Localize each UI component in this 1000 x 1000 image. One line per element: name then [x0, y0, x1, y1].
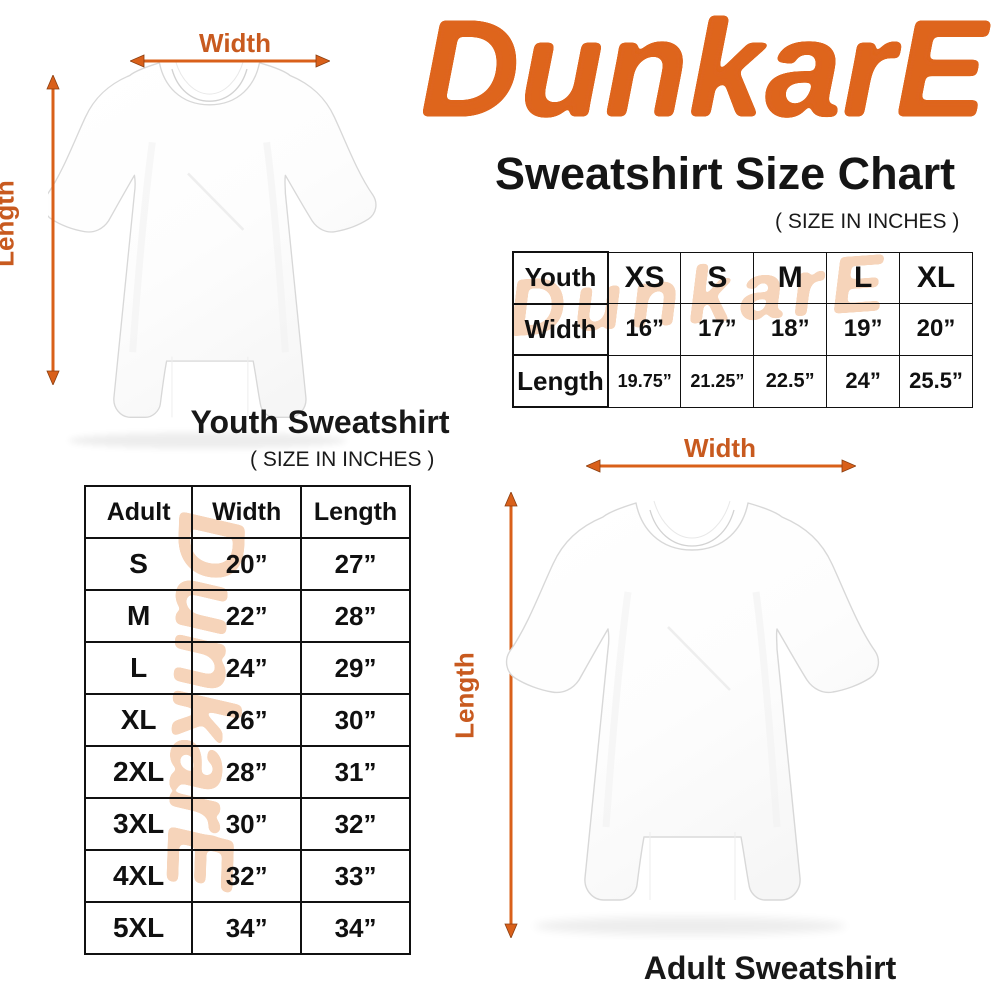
- svg-text:DunkarE: DunkarE: [420, 0, 991, 146]
